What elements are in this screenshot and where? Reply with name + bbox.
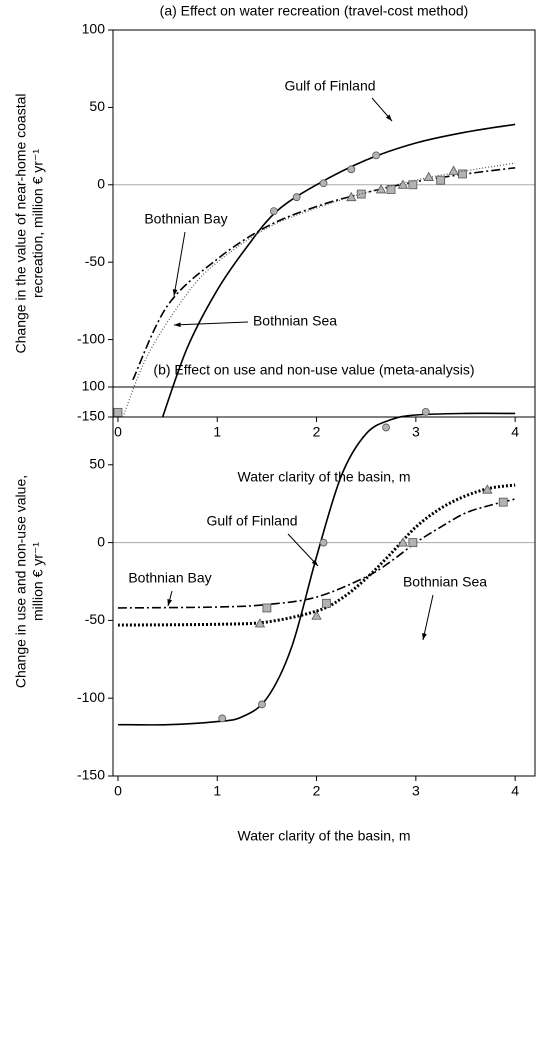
annotation-arrow (173, 321, 249, 326)
arrow-head (385, 114, 392, 121)
y-tick-label: -50 (85, 253, 105, 269)
y-axis-label: Change in the value of near-home coastal (13, 94, 29, 354)
y-tick-label: 0 (97, 533, 105, 549)
marker (448, 165, 459, 175)
x-tick-label: 0 (114, 424, 122, 440)
marker (292, 193, 301, 202)
marker (372, 151, 381, 160)
arrow-head (174, 322, 181, 328)
y-tick-label: -100 (77, 689, 105, 705)
series-annotation: Bothnian Bay (144, 211, 227, 227)
series-annotation: Bothnian Bay (128, 570, 211, 586)
y-tick-label: 100 (82, 378, 106, 394)
y-tick-label: -150 (77, 767, 105, 783)
marker (421, 407, 430, 416)
plot-frame (112, 386, 536, 777)
marker (482, 484, 493, 494)
series-annotation: Gulf of Finland (206, 513, 297, 529)
marker (498, 497, 508, 507)
marker (346, 191, 357, 202)
y-tick-label: -100 (77, 330, 105, 346)
series-line (161, 123, 516, 417)
marker (254, 618, 266, 628)
series-annotation: Gulf of Finland (284, 78, 375, 94)
arrow-head (422, 633, 427, 640)
chart-title: (a) Effect on water recreation (travel-c… (160, 3, 469, 19)
marker (311, 610, 322, 620)
marker (218, 714, 227, 723)
y-axis-label: recreation, million € yr⁻¹ (30, 149, 46, 298)
marker (322, 598, 331, 608)
marker (375, 184, 387, 194)
x-axis-label: Water clarity of the basin, m (238, 828, 411, 844)
y-axis-label: million € yr⁻¹ (30, 542, 46, 621)
series-line (117, 483, 516, 627)
y-tick-label: 100 (82, 21, 106, 37)
marker (458, 169, 467, 179)
marker (347, 165, 356, 174)
x-tick-label: 1 (213, 783, 221, 799)
marker (356, 189, 366, 199)
arrow-head (172, 289, 178, 296)
x-tick-label: 2 (313, 783, 321, 799)
series-line (117, 498, 516, 609)
plot-frame (112, 29, 536, 418)
y-tick-label: 50 (89, 456, 105, 472)
x-axis-label: Water clarity of the basin, m (238, 469, 411, 485)
series-annotation: Bothnian Sea (253, 313, 337, 329)
marker (397, 537, 409, 547)
marker (408, 180, 418, 190)
arrow-head (311, 559, 318, 566)
marker (408, 538, 418, 547)
marker (319, 538, 328, 547)
series-annotation: Bothnian Sea (403, 574, 487, 590)
x-tick-label: 4 (511, 424, 519, 440)
y-axis-label: Change in use and non-use value, (13, 475, 29, 688)
arrow-head (167, 599, 173, 606)
x-tick-label: 3 (412, 783, 420, 799)
annotation-arrow (422, 594, 434, 641)
y-tick-label: -150 (77, 408, 105, 424)
y-tick-label: -50 (85, 611, 105, 627)
marker (258, 700, 266, 709)
marker (397, 179, 409, 189)
series-line (132, 166, 516, 381)
series-line (117, 412, 516, 726)
y-tick-label: 50 (89, 98, 105, 114)
annotation-arrow (287, 533, 319, 567)
marker (269, 207, 278, 216)
marker (382, 423, 390, 432)
y-tick-label: 0 (97, 176, 105, 192)
chart-title: (b) Effect on use and non-use value (met… (153, 362, 474, 378)
series-line (122, 162, 516, 417)
marker (262, 603, 272, 613)
x-tick-label: 2 (313, 424, 321, 440)
x-tick-label: 4 (511, 783, 519, 799)
marker (319, 179, 328, 188)
x-tick-label: 0 (114, 783, 122, 799)
marker (423, 171, 434, 181)
x-tick-label: 3 (412, 424, 420, 440)
marker (113, 407, 123, 417)
x-tick-label: 1 (213, 424, 221, 440)
marker (436, 175, 446, 185)
annotation-arrow (173, 231, 186, 297)
